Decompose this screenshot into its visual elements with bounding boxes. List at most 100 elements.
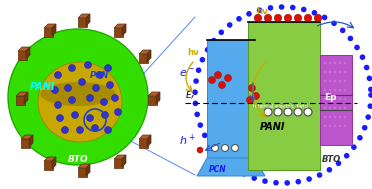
Circle shape bbox=[329, 71, 331, 73]
Circle shape bbox=[248, 84, 256, 91]
Circle shape bbox=[290, 5, 295, 10]
Circle shape bbox=[339, 98, 341, 100]
Circle shape bbox=[344, 71, 346, 73]
Circle shape bbox=[102, 112, 109, 119]
Ellipse shape bbox=[38, 62, 122, 142]
Bar bbox=[248, 22, 320, 170]
Circle shape bbox=[329, 62, 331, 64]
Circle shape bbox=[334, 71, 336, 73]
Circle shape bbox=[364, 65, 369, 70]
FancyBboxPatch shape bbox=[78, 18, 87, 27]
Circle shape bbox=[294, 108, 302, 116]
Circle shape bbox=[334, 80, 336, 82]
Circle shape bbox=[295, 179, 301, 184]
Circle shape bbox=[211, 38, 217, 43]
Bar bbox=[207, 40, 255, 158]
Circle shape bbox=[365, 114, 371, 120]
Text: Ep: Ep bbox=[324, 93, 337, 102]
Circle shape bbox=[367, 76, 372, 81]
Polygon shape bbox=[148, 92, 160, 96]
Circle shape bbox=[241, 171, 247, 177]
Circle shape bbox=[284, 14, 292, 22]
Circle shape bbox=[354, 45, 360, 50]
Circle shape bbox=[324, 71, 326, 73]
Circle shape bbox=[324, 125, 326, 127]
Circle shape bbox=[227, 22, 232, 28]
Circle shape bbox=[362, 125, 368, 131]
Polygon shape bbox=[147, 50, 151, 62]
Polygon shape bbox=[122, 155, 126, 167]
Circle shape bbox=[312, 10, 317, 16]
Circle shape bbox=[192, 89, 198, 95]
Circle shape bbox=[202, 132, 208, 138]
Circle shape bbox=[193, 101, 198, 106]
Circle shape bbox=[339, 71, 341, 73]
Polygon shape bbox=[44, 157, 56, 161]
FancyBboxPatch shape bbox=[16, 96, 25, 105]
Circle shape bbox=[339, 80, 341, 82]
Text: $h^+$: $h^+$ bbox=[179, 133, 196, 148]
Text: PANI: PANI bbox=[260, 122, 285, 132]
Circle shape bbox=[317, 172, 323, 178]
Polygon shape bbox=[86, 14, 90, 26]
FancyBboxPatch shape bbox=[21, 139, 30, 148]
Circle shape bbox=[274, 14, 282, 22]
Polygon shape bbox=[29, 135, 33, 147]
Polygon shape bbox=[122, 24, 126, 36]
Text: hν: hν bbox=[256, 7, 268, 16]
Circle shape bbox=[274, 108, 282, 116]
Bar bbox=[320, 55, 352, 145]
Circle shape bbox=[314, 14, 322, 22]
Circle shape bbox=[344, 125, 346, 127]
Circle shape bbox=[198, 122, 203, 128]
Circle shape bbox=[55, 71, 61, 78]
Circle shape bbox=[268, 5, 273, 11]
Circle shape bbox=[322, 15, 327, 20]
FancyBboxPatch shape bbox=[18, 51, 27, 60]
Circle shape bbox=[51, 87, 58, 94]
Circle shape bbox=[93, 84, 99, 91]
Circle shape bbox=[331, 21, 337, 26]
FancyBboxPatch shape bbox=[114, 28, 123, 37]
Text: hν: hν bbox=[187, 48, 199, 57]
Circle shape bbox=[68, 64, 76, 71]
Circle shape bbox=[87, 94, 93, 101]
Circle shape bbox=[324, 98, 326, 100]
Circle shape bbox=[208, 77, 215, 84]
Polygon shape bbox=[52, 157, 56, 169]
Circle shape bbox=[329, 116, 331, 118]
Polygon shape bbox=[139, 50, 151, 54]
Circle shape bbox=[347, 36, 353, 41]
Circle shape bbox=[218, 81, 225, 88]
Polygon shape bbox=[86, 164, 90, 176]
Circle shape bbox=[224, 74, 231, 81]
Circle shape bbox=[264, 108, 272, 116]
Circle shape bbox=[344, 116, 346, 118]
Circle shape bbox=[196, 67, 201, 73]
Circle shape bbox=[334, 62, 336, 64]
Circle shape bbox=[222, 159, 228, 164]
Circle shape bbox=[96, 71, 103, 78]
Text: BTO: BTO bbox=[322, 155, 341, 164]
Circle shape bbox=[336, 160, 341, 166]
Text: BTO: BTO bbox=[68, 155, 89, 164]
FancyBboxPatch shape bbox=[148, 96, 157, 105]
Circle shape bbox=[64, 84, 71, 91]
Circle shape bbox=[368, 92, 372, 98]
Text: PCN: PCN bbox=[90, 71, 109, 80]
Circle shape bbox=[304, 108, 312, 116]
Circle shape bbox=[208, 142, 213, 148]
Circle shape bbox=[329, 125, 331, 127]
Circle shape bbox=[339, 125, 341, 127]
Circle shape bbox=[212, 145, 218, 152]
Circle shape bbox=[77, 126, 83, 133]
Circle shape bbox=[273, 180, 279, 186]
Polygon shape bbox=[44, 24, 56, 28]
Polygon shape bbox=[78, 14, 90, 18]
Circle shape bbox=[112, 94, 119, 101]
Circle shape bbox=[253, 92, 260, 99]
FancyBboxPatch shape bbox=[78, 168, 87, 177]
Circle shape bbox=[368, 103, 372, 109]
Circle shape bbox=[324, 107, 326, 109]
Circle shape bbox=[221, 145, 228, 152]
